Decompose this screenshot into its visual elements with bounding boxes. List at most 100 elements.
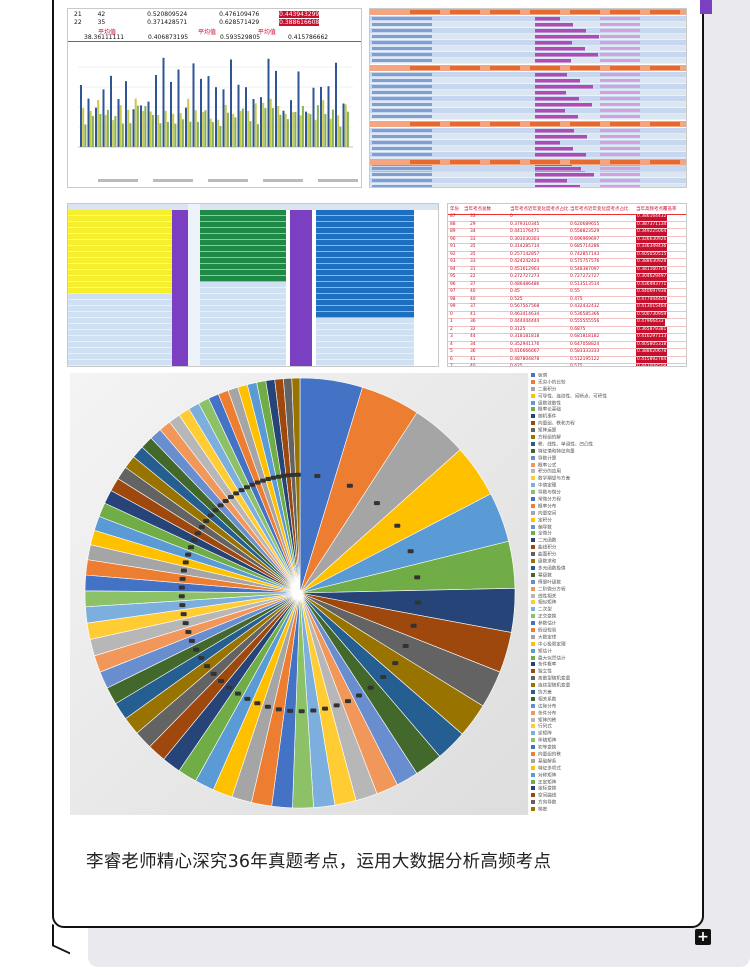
legend-swatch (263, 179, 303, 182)
slice-label (373, 501, 380, 506)
legend-swatch (531, 565, 535, 570)
legend-swatch (318, 179, 358, 182)
bar (110, 75, 112, 147)
cell: 0.520809524 (147, 11, 188, 18)
cell (196, 354, 286, 360)
cell (68, 330, 172, 336)
value-cell (600, 59, 640, 62)
bar (200, 78, 202, 147)
legend-swatch (531, 373, 535, 377)
header-cell (450, 122, 480, 126)
table-cell: 41 (470, 356, 476, 362)
bar (119, 105, 122, 147)
cell (196, 228, 286, 234)
plus-icon[interactable]: + (695, 929, 711, 945)
legend-swatch (531, 386, 535, 391)
legend-label: 曲线积分 (538, 545, 557, 551)
table-cell: 0.567567568 (510, 304, 540, 309)
table-cell: 0.55 (570, 289, 580, 294)
slice-label (194, 531, 201, 536)
value-cell (600, 91, 640, 94)
table-cell: 0.379310345 (510, 221, 540, 227)
slice-label (275, 474, 282, 479)
bar (232, 113, 235, 147)
bar (147, 101, 150, 147)
bar (181, 119, 184, 147)
slice-label (226, 685, 233, 690)
slice-label (280, 473, 287, 478)
slice-label (212, 508, 219, 513)
header-cell (530, 122, 560, 126)
bar (112, 120, 115, 147)
bar (142, 110, 145, 147)
legend-label: 参数估计 (538, 621, 557, 627)
slice-label (346, 483, 353, 488)
row (370, 166, 686, 172)
legend-swatch (531, 441, 535, 446)
cell (196, 288, 286, 294)
chart-bg (68, 47, 361, 187)
header-cell (530, 66, 560, 70)
table-cell: 36 (470, 349, 476, 354)
legend-item: 二元函数 (528, 538, 692, 545)
cell (316, 318, 414, 324)
row-label (372, 47, 432, 50)
legend-swatch (531, 800, 535, 805)
table-cell: 35 (470, 251, 476, 257)
table-row: 90 33 0.303030303 0.696969697 0.326630926 (448, 236, 686, 244)
bar (264, 108, 267, 147)
legend-swatch (531, 648, 535, 653)
table-cell: 0.513513514 (570, 281, 600, 287)
bar (346, 111, 349, 147)
legend-label: 概率论基础 (538, 407, 561, 413)
legend-swatch (531, 634, 535, 639)
row (370, 178, 686, 184)
cell (196, 240, 286, 246)
table-cell: 33 (470, 259, 476, 264)
table-row: 95 22 0.272727273 0.727272727 0.304629497 (448, 274, 686, 282)
legend-label: 特征值和特征向量 (538, 449, 575, 455)
table-cell: 0.326630926 (636, 236, 668, 243)
table-cell: 0.303030303 (510, 236, 540, 242)
cell (316, 312, 414, 318)
cell (68, 282, 172, 288)
table-cell: 0.575 (570, 364, 583, 367)
legend-swatch (531, 738, 535, 743)
legend-label: 向量组的秩 (538, 752, 561, 758)
legend-label: 连续型随机变量 (538, 683, 571, 689)
legend-swatch (531, 593, 535, 598)
row-label (372, 73, 432, 76)
slice-label (188, 638, 195, 643)
legend-swatch (531, 483, 535, 488)
value-cell (600, 85, 640, 88)
row-label (372, 129, 432, 132)
slice-label (287, 708, 294, 713)
table-cell: 7 (450, 364, 453, 367)
table-row: 94 31 0.451612903 0.548387097 0.381160754 (448, 266, 686, 274)
legend-swatch (531, 621, 535, 626)
slice-label (204, 664, 211, 669)
legend-label: 向量组、秩和方程 (538, 421, 575, 427)
bar (217, 119, 220, 147)
legend-swatch (531, 696, 535, 701)
legend-label: 可导性、连续性、间断点、可积性 (538, 394, 607, 400)
table-cell: 0.696969697 (570, 236, 600, 242)
bar-cell (535, 115, 578, 119)
cell (196, 318, 286, 324)
table-cell: 0.381160754 (636, 266, 668, 273)
bar (202, 111, 205, 147)
table-cell: 90 (450, 236, 456, 242)
bar-cell (535, 29, 586, 33)
value-cell (600, 135, 640, 138)
value-cell (600, 41, 640, 44)
table-cell: 34 (470, 229, 476, 234)
legend-swatch (531, 476, 535, 481)
table-row: 98 40 0.525 0.475 0.477444454 (448, 296, 686, 304)
slice-label (218, 679, 225, 684)
legend-label: 幂级数 (538, 573, 552, 579)
table-cell: 0.257142857 (510, 251, 540, 257)
legend-swatch (531, 393, 535, 398)
table-cell: 0.415892784 (636, 356, 668, 363)
table-cell: 0.477444454 (636, 296, 668, 303)
cell (68, 270, 172, 276)
